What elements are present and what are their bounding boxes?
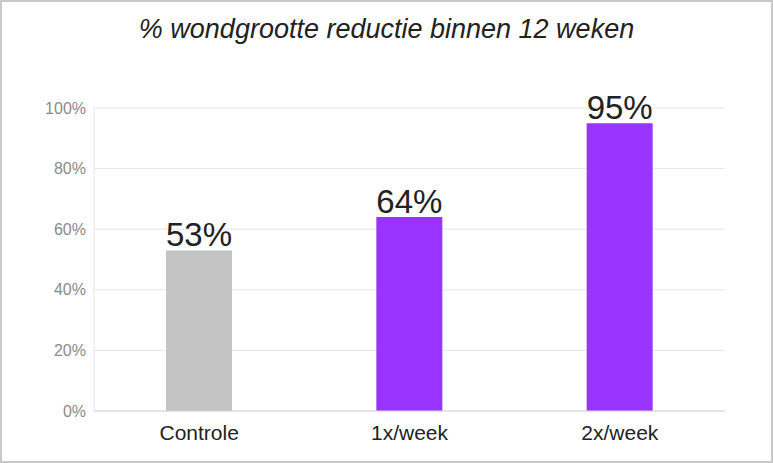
svg-text:20%: 20% <box>54 342 86 359</box>
svg-text:40%: 40% <box>54 281 86 298</box>
svg-text:60%: 60% <box>54 221 86 238</box>
svg-text:1x/week: 1x/week <box>371 421 449 444</box>
svg-text:95%: 95% <box>587 89 653 126</box>
html-text:% wondgrootte reductie binnen: % wondgrootte reductie binnen 12 weken <box>138 14 635 44</box>
svg-text:Controle: Controle <box>159 421 238 444</box>
svg-text:80%: 80% <box>54 160 86 177</box>
svg-text:2x/week: 2x/week <box>581 421 659 444</box>
svg-text:53%: 53% <box>166 216 232 253</box>
svg-text:100%: 100% <box>45 100 86 117</box>
svg-text:0%: 0% <box>63 403 86 420</box>
svg-text:64%: 64% <box>376 183 442 220</box>
